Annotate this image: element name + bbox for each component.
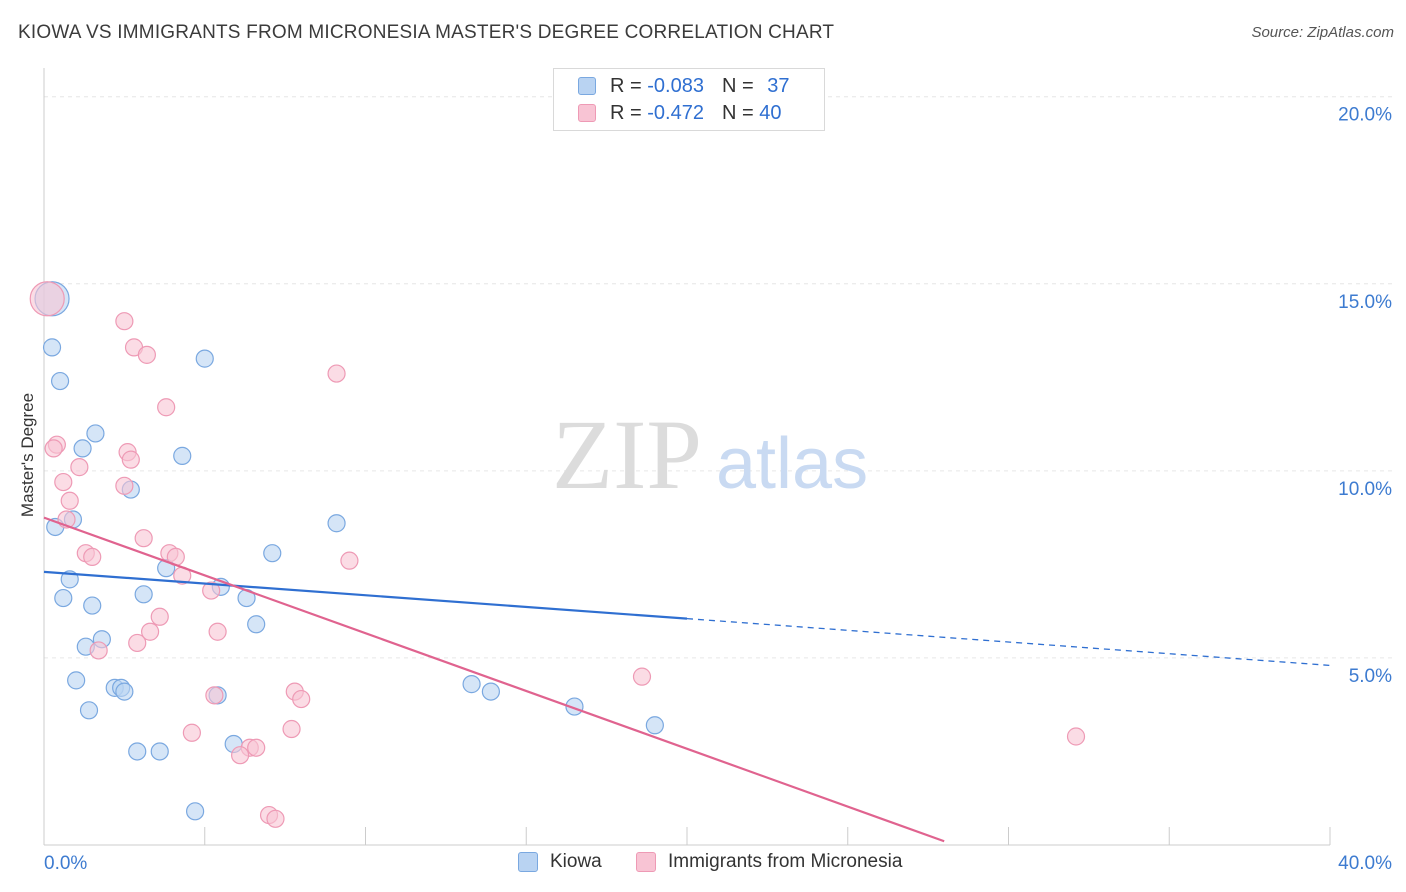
- kiowa-point-12: [263, 544, 282, 563]
- micronesia-point-13: [60, 491, 79, 510]
- kiowa-point-26: [115, 682, 134, 701]
- kiowa-point-35: [128, 742, 147, 761]
- kiowa-point-32: [645, 716, 664, 735]
- micronesia-point-33: [282, 719, 301, 739]
- x-tick-label-0: 0.0%: [44, 853, 87, 874]
- micronesia-legend-label: Immigrants from Micronesia: [668, 851, 903, 872]
- kiowa-point-20: [247, 615, 266, 634]
- legend-row-micronesia: R = -0.472 N = 40: [578, 100, 781, 126]
- micronesia-point-4: [327, 364, 346, 383]
- micronesia-trend-line: [43, 516, 945, 843]
- kiowa-trend-extension: [686, 617, 1331, 667]
- gridlines: [44, 96, 1392, 659]
- kiowa-point-7: [173, 446, 192, 465]
- micronesia-point-7: [44, 439, 63, 458]
- y-tick-label-3: 20.0%: [1338, 105, 1392, 126]
- micronesia-point-9: [121, 450, 140, 469]
- kiowa-point-36: [186, 802, 205, 821]
- kiowa-trend-line: [43, 570, 688, 620]
- kiowa-legend-label: Kiowa: [550, 851, 602, 872]
- micronesia-n-label: N =: [721, 101, 760, 124]
- micronesia-point-12: [115, 476, 134, 495]
- micronesia-point-34: [1066, 727, 1086, 746]
- watermark-zip: ZIP: [552, 399, 702, 510]
- legend-item-micronesia: Immigrants from Micronesia: [636, 851, 902, 873]
- legend-row-kiowa: R = -0.083 N = 37: [578, 73, 789, 99]
- kiowa-point-16: [134, 585, 153, 604]
- micronesia-point-15: [134, 529, 153, 548]
- chart-title: KIOWA VS IMMIGRANTS FROM MICRONESIA MAST…: [18, 22, 835, 43]
- kiowa-point-23: [67, 671, 86, 690]
- y-tick-label-1: 10.0%: [1338, 479, 1392, 500]
- y-tick-label-2: 15.0%: [1338, 292, 1392, 313]
- kiowa-r-value: -0.083: [647, 74, 704, 97]
- watermark: ZIP atlas: [552, 399, 868, 510]
- trend-lines: [43, 516, 1331, 843]
- micronesia-point-30: [205, 686, 224, 705]
- tick-labels: 5.0% 10.0% 15.0% 20.0% 0.0% 40.0%: [44, 105, 1392, 874]
- micronesia-point-5: [157, 398, 176, 417]
- kiowa-point-4: [195, 349, 214, 368]
- kiowa-point-11: [327, 514, 346, 533]
- micronesia-point-36: [247, 738, 266, 757]
- micronesia-point-32: [182, 723, 201, 742]
- micronesia-r-label: R =: [610, 101, 648, 124]
- micronesia-point-24: [140, 622, 160, 641]
- micronesia-point-17: [83, 547, 102, 567]
- x-tick-label-1: 40.0%: [1338, 853, 1392, 874]
- micronesia-point-31: [292, 689, 311, 709]
- kiowa-point-3: [50, 371, 70, 391]
- kiowa-swatch: [578, 77, 596, 95]
- micronesia-swatch: [578, 104, 596, 122]
- micronesia-point-22: [202, 581, 221, 600]
- micronesia-legend-swatch: [636, 852, 656, 872]
- micronesia-point-26: [128, 633, 147, 653]
- micronesia-point-3: [137, 345, 156, 364]
- kiowa-point-17: [54, 588, 73, 608]
- micronesia-point-39: [266, 809, 285, 828]
- micronesia-point-0: [29, 281, 65, 317]
- micronesia-point-20: [340, 551, 359, 570]
- micronesia-point-25: [208, 622, 227, 641]
- correlation-legend: R = -0.083 N = 37 R = -0.472 N = 40: [553, 68, 825, 131]
- micronesia-point-1: [115, 312, 134, 331]
- micronesia-points: [29, 281, 1086, 828]
- source-label: Source: ZipAtlas.com: [1251, 24, 1394, 41]
- kiowa-point-29: [481, 682, 500, 701]
- micronesia-point-28: [632, 667, 652, 686]
- kiowa-point-34: [150, 742, 169, 761]
- legend-item-kiowa: Kiowa: [518, 851, 602, 873]
- kiowa-point-6: [73, 439, 92, 458]
- y-tick-label-0: 5.0%: [1349, 666, 1392, 687]
- kiowa-n-label: N =: [721, 74, 760, 97]
- watermark-atlas: atlas: [716, 424, 868, 504]
- kiowa-point-28: [462, 675, 481, 694]
- kiowa-point-18: [83, 596, 102, 615]
- axes: [43, 68, 1331, 846]
- y-axis-title: Master's Degree: [18, 393, 37, 517]
- micronesia-point-10: [70, 458, 89, 477]
- micronesia-point-37: [231, 746, 250, 765]
- kiowa-point-31: [79, 701, 99, 720]
- series-legend: Kiowa Immigrants from Micronesia: [0, 851, 1406, 877]
- micronesia-point-23: [150, 607, 169, 626]
- micronesia-r-value: -0.472: [647, 101, 704, 124]
- kiowa-point-2: [42, 338, 62, 357]
- micronesia-n-value: 40: [759, 101, 782, 124]
- micronesia-point-27: [89, 641, 108, 660]
- kiowa-r-label: R =: [610, 74, 648, 97]
- kiowa-point-5: [86, 424, 105, 443]
- micronesia-point-11: [54, 472, 73, 492]
- kiowa-legend-swatch: [518, 852, 538, 872]
- kiowa-n-value: 37: [767, 74, 790, 97]
